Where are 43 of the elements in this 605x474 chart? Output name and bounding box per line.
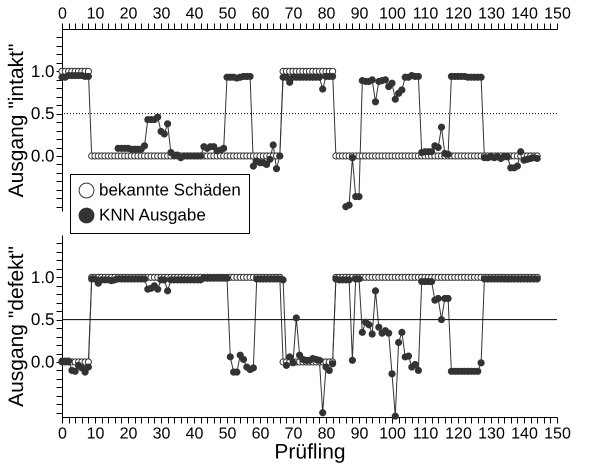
y-tick-label: 1.0 bbox=[30, 268, 54, 287]
x-tick-label: 0 bbox=[58, 426, 68, 442]
x-tick-label: 110 bbox=[412, 426, 438, 442]
x-tick-label: 70 bbox=[284, 426, 302, 442]
y-tick-label: 0.0 bbox=[30, 352, 54, 372]
x-tick-label: 100 bbox=[379, 6, 406, 22]
legend-label: bekannte Schäden bbox=[99, 180, 241, 200]
x-tick-label: 120 bbox=[445, 426, 472, 442]
x-tick-label: 150 bbox=[544, 426, 571, 442]
x-tick-label: 100 bbox=[379, 426, 406, 442]
x-tick-label: 80 bbox=[318, 6, 336, 22]
y-tick-label: 0.5 bbox=[30, 310, 54, 330]
x-tick-label: 90 bbox=[350, 6, 368, 22]
x-tick-label: 60 bbox=[252, 426, 270, 442]
x-tick-label: 150 bbox=[544, 6, 571, 22]
x-tick-label: 20 bbox=[120, 6, 138, 22]
x-tick-label: 130 bbox=[478, 426, 505, 442]
x-tick-label: 140 bbox=[511, 6, 538, 22]
x-axis-title: Prüfling bbox=[274, 440, 346, 464]
x-tick-label: 50 bbox=[218, 426, 236, 442]
x-tick-label: 110 bbox=[412, 6, 438, 22]
x-tick-label: 30 bbox=[152, 6, 170, 22]
x-tick-label: 20 bbox=[120, 426, 138, 442]
y-axis-title: Ausgang "intakt" bbox=[4, 44, 28, 198]
x-tick-label: 0 bbox=[58, 6, 68, 22]
x-tick-label: 90 bbox=[350, 426, 368, 442]
x-tick-label: 120 bbox=[445, 6, 472, 22]
x-tick-label: 10 bbox=[86, 6, 104, 22]
y-tick-label: 0.0 bbox=[30, 146, 54, 166]
x-tick-label: 130 bbox=[478, 6, 505, 22]
y-axis-title: Ausgang "defekt" bbox=[4, 246, 28, 407]
legend-label: KNN Ausgabe bbox=[99, 206, 206, 224]
x-tick-label: 70 bbox=[284, 6, 302, 22]
y-tick-label: 0.5 bbox=[30, 104, 54, 124]
x-tick-label: 30 bbox=[152, 426, 170, 442]
x-tick-label: 40 bbox=[186, 6, 204, 22]
x-tick-label: 60 bbox=[252, 6, 270, 22]
x-tick-label: 40 bbox=[186, 426, 204, 442]
x-tick-label: 80 bbox=[318, 426, 336, 442]
y-tick-label: 1.0 bbox=[30, 62, 54, 81]
x-tick-label: 140 bbox=[511, 426, 538, 442]
x-tick-label: 50 bbox=[218, 6, 236, 22]
x-tick-label: 10 bbox=[86, 426, 104, 442]
